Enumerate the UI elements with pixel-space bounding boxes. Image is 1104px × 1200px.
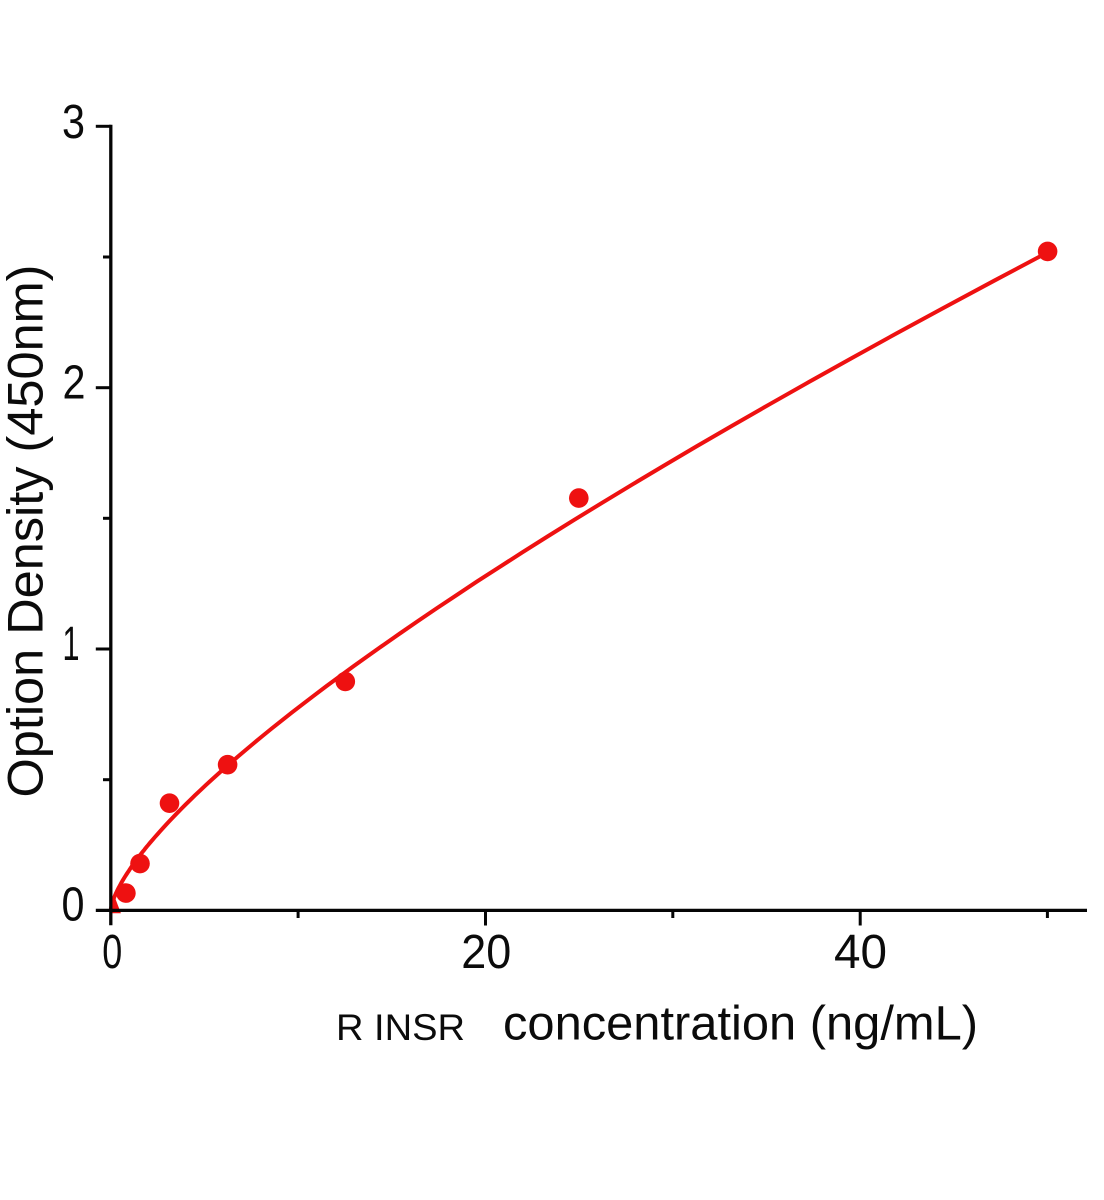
svg-text:0: 0 bbox=[102, 926, 122, 979]
svg-text:concentration (ng/mL): concentration (ng/mL) bbox=[503, 998, 978, 1051]
svg-text:1: 1 bbox=[63, 618, 80, 671]
svg-text:0: 0 bbox=[62, 879, 85, 932]
svg-text:R INSR: R INSR bbox=[336, 1007, 465, 1048]
svg-text:40: 40 bbox=[834, 926, 887, 979]
svg-text:2: 2 bbox=[63, 357, 86, 410]
svg-text:20: 20 bbox=[461, 926, 511, 979]
svg-text:Option Density (450nm): Option Density (450nm) bbox=[0, 265, 53, 798]
svg-text:3: 3 bbox=[62, 96, 85, 149]
